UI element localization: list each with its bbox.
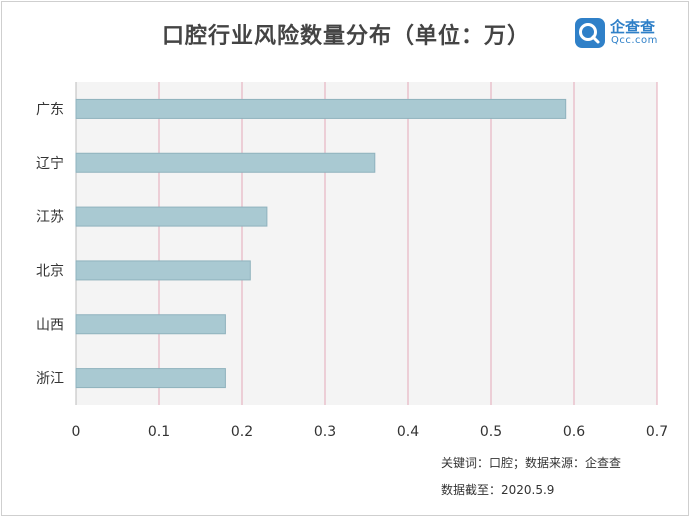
x-tick-label: 0.5	[480, 424, 502, 440]
x-tick-label: 0.6	[563, 424, 585, 440]
qcc-logo: 企查查 Qcc.com	[574, 14, 684, 54]
x-tick-label: 0.3	[314, 424, 336, 440]
bar	[75, 152, 376, 173]
x-tick-label: 0	[72, 424, 81, 440]
logo-name-en: Qcc.com	[611, 35, 658, 46]
bar	[75, 206, 268, 227]
y-category-label: 北京	[36, 263, 64, 279]
x-tick-label: 0.4	[397, 424, 419, 440]
bar	[75, 98, 567, 119]
bar	[75, 314, 226, 335]
y-category-label: 浙江	[36, 371, 64, 387]
qcc-logo-icon	[575, 18, 605, 48]
bar	[75, 260, 251, 281]
x-tick-label: 0.1	[148, 424, 170, 440]
plot-area	[76, 82, 657, 405]
footer-keywords: 关键词：口腔；数据来源：企查查	[441, 456, 622, 470]
y-category-label: 辽宁	[36, 155, 64, 172]
y-category-label: 广东	[36, 102, 64, 118]
logo-name-cn: 企查查	[610, 18, 656, 36]
bar	[75, 368, 226, 389]
chart-title: 口腔行业风险数量分布（单位：万）	[161, 24, 530, 49]
x-tick-label: 0.2	[231, 424, 253, 440]
y-category-label: 山西	[36, 317, 64, 333]
y-category-label: 江苏	[36, 210, 64, 226]
x-tick-label: 0.7	[646, 424, 668, 440]
footer-date: 数据截至：2020.5.9	[441, 483, 555, 497]
